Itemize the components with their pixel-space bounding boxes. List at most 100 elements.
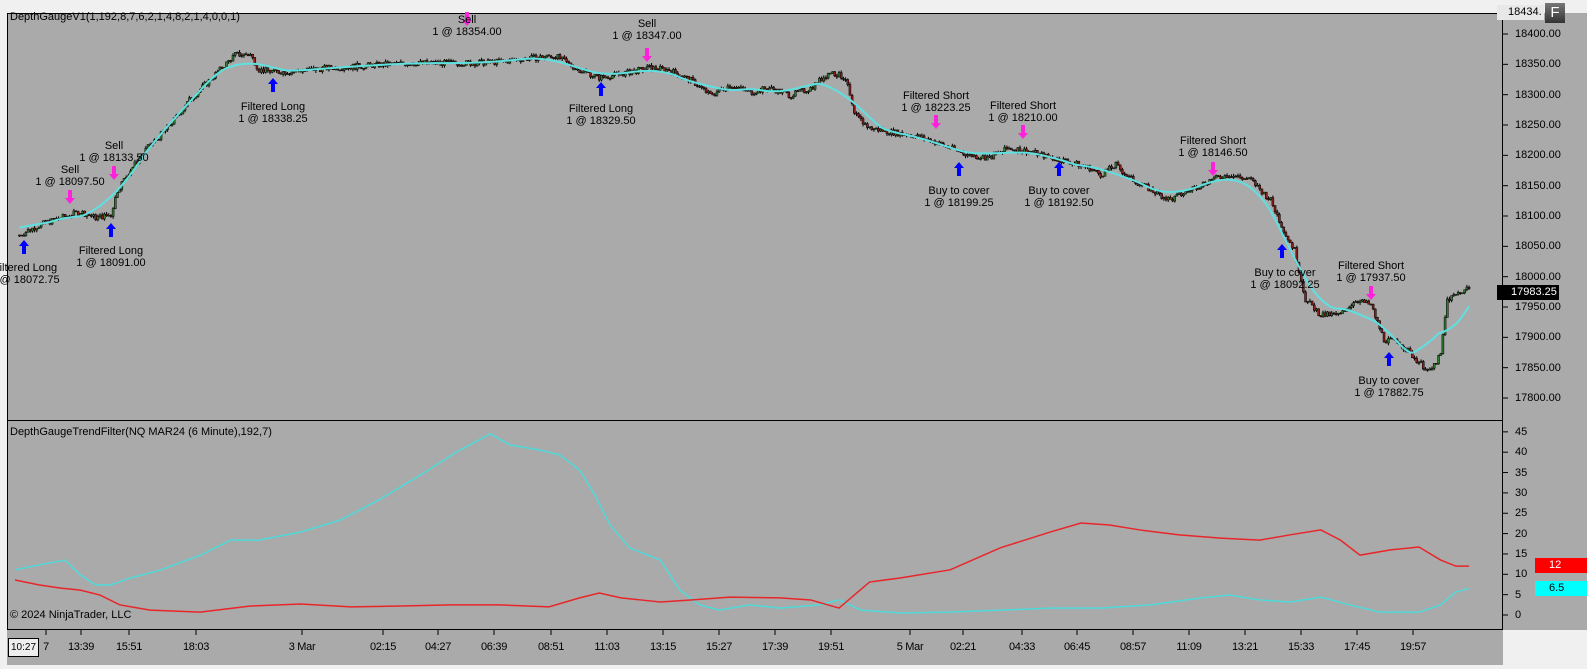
candle-body <box>600 75 603 81</box>
candle-body <box>1275 211 1279 215</box>
candle-body <box>369 62 372 65</box>
candle-body <box>1258 185 1262 190</box>
price-panel[interactable] <box>7 13 1503 421</box>
indicator-axis-label: 35 <box>1515 466 1528 479</box>
candle-body <box>837 72 841 78</box>
candle-body <box>233 52 237 56</box>
candle-body <box>1271 197 1275 206</box>
candle-body <box>663 67 666 72</box>
candle-body <box>802 88 806 93</box>
candle-body <box>977 158 980 160</box>
candle-body <box>179 113 182 116</box>
candle-body <box>1247 177 1251 180</box>
candle-body <box>737 87 741 89</box>
candle-body <box>698 85 701 88</box>
candle-body <box>704 88 708 93</box>
trade-label: Buy to cover <box>1028 185 1090 197</box>
candle-body <box>449 60 453 62</box>
candle-body <box>654 66 658 70</box>
time-axis-label: 08:57 <box>1119 641 1147 653</box>
candle-body <box>972 155 976 158</box>
candle-body <box>1223 175 1227 180</box>
price-axis-label: 18100.00 <box>1515 210 1561 222</box>
trade-label: Sell <box>457 14 477 26</box>
candle-body <box>621 74 625 77</box>
candle-body <box>1278 214 1281 223</box>
buy-arrow-icon <box>1054 162 1064 176</box>
candle-body <box>879 128 882 132</box>
candle-body <box>1360 299 1364 302</box>
time-axis-label: 15:33 <box>1287 641 1315 653</box>
candle-body <box>1162 197 1166 199</box>
indicator-axis-label: 30 <box>1515 486 1528 499</box>
trade-annotation: Buy to cover 1 @ 18192.50 <box>1024 185 1093 209</box>
candle-body <box>1260 188 1264 195</box>
time-axis-label: 15:27 <box>705 641 733 653</box>
trade-annotation: Buy to cover 1 @ 17882.75 <box>1354 375 1423 399</box>
candle-body <box>290 71 294 75</box>
last-price-marker: 17983.25 <box>1497 285 1559 300</box>
candle-body <box>1145 183 1148 185</box>
candle-body <box>602 75 605 78</box>
sell-arrow-icon <box>65 190 75 204</box>
candle-body <box>733 87 736 89</box>
candle-body <box>1310 300 1314 306</box>
candle-body <box>1459 292 1462 294</box>
trade-label: Filtered Short <box>989 100 1057 112</box>
price-axis-label: 18150.00 <box>1515 179 1561 192</box>
candle-body <box>560 56 564 59</box>
red-value-text: 12 <box>1549 559 1562 571</box>
candle-body <box>1273 205 1277 213</box>
candle-body <box>619 74 623 76</box>
trade-annotation: Filtered Short 1 @ 17937.50 <box>1336 260 1405 284</box>
price-axis-label: 18400.00 <box>1515 28 1561 40</box>
candle-body <box>1214 175 1218 179</box>
candle-body <box>1422 361 1425 370</box>
candle-body <box>1448 298 1451 301</box>
candle-body <box>597 74 601 81</box>
candle-body <box>1245 178 1248 180</box>
indicator-panel[interactable] <box>7 420 1503 630</box>
candle-body <box>1350 305 1353 308</box>
candle-body <box>1123 173 1126 176</box>
price-axis-label: 18050.00 <box>1515 240 1561 253</box>
candle-body <box>833 71 836 77</box>
candle-body <box>273 68 276 71</box>
candle-body <box>1463 289 1466 294</box>
trade-label: Filtered Short <box>1179 135 1247 147</box>
buy-arrow-icon <box>106 223 116 237</box>
time-axis-label: 04:33 <box>1008 641 1036 653</box>
candle-body <box>1330 312 1333 317</box>
candle-body <box>872 128 876 131</box>
candle-body <box>752 93 756 96</box>
trade-detail: 1 @ 18347.00 <box>612 30 682 42</box>
time-axis[interactable] <box>7 630 1503 665</box>
candle-body <box>857 113 860 117</box>
buy-arrow-icon <box>19 240 29 254</box>
candle-body <box>1369 303 1373 306</box>
candle-body <box>1197 188 1200 190</box>
trade-label: Filtered Short <box>1337 260 1405 272</box>
candle-body <box>1007 147 1011 150</box>
buy-arrow-icon <box>268 78 278 92</box>
candle-body <box>1119 164 1122 170</box>
candle-body <box>1164 197 1168 201</box>
candle-body <box>1461 292 1464 295</box>
f-button[interactable]: F <box>1545 3 1565 23</box>
red-trend-line <box>14 522 1470 613</box>
candle-body <box>574 68 577 71</box>
candle-body <box>1127 175 1131 178</box>
candle-body <box>18 234 21 237</box>
candle-body <box>1269 197 1272 200</box>
candle-body <box>1343 310 1347 312</box>
candle-body <box>1138 184 1142 186</box>
candle-body <box>1219 176 1222 179</box>
candle-body <box>1090 169 1094 172</box>
price-axis[interactable] <box>1503 13 1587 630</box>
candle-body <box>595 74 599 76</box>
candle-body <box>1308 300 1312 303</box>
trade-detail: 1 @ 18092.25 <box>1250 279 1320 291</box>
candle-body <box>683 75 686 78</box>
candle-body <box>576 68 579 71</box>
trade-label: Filtered Long <box>240 101 306 113</box>
